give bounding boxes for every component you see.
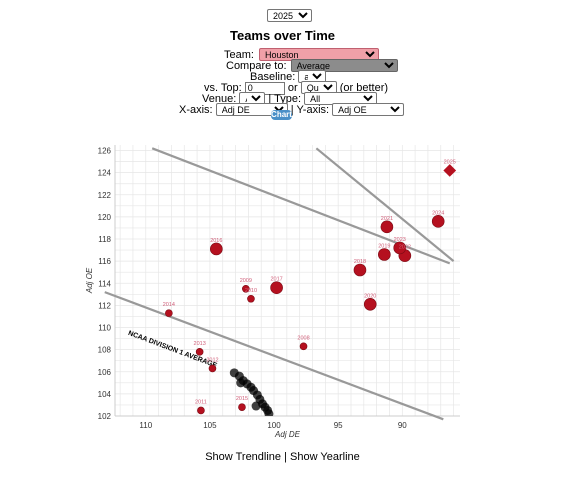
x-tick-label: 90 (398, 421, 407, 430)
plot-marks (165, 164, 457, 416)
team-point (208, 364, 217, 373)
baseline-select[interactable]: all (298, 70, 327, 83)
venue-label: Venue: (202, 93, 237, 105)
y-tick-label: 126 (98, 147, 112, 156)
scatter-chart: 102 104 106 108 110 112 114 116 118 120 122 124 126 1… (85, 145, 460, 439)
team-point (197, 406, 205, 415)
y-tick-label: 114 (98, 279, 111, 288)
vs-top-input[interactable] (244, 81, 285, 95)
y-tick-label: 112 (98, 301, 111, 310)
y-axis-title: Adj OE (85, 267, 94, 294)
y-tick-label: 106 (98, 368, 112, 377)
team-point-label: 2022 (399, 245, 411, 251)
average-point (251, 401, 261, 411)
team-point (380, 220, 394, 234)
compare-label: Compare to: (226, 60, 287, 72)
y-tick-label: 122 (98, 191, 112, 200)
team-point (165, 309, 173, 317)
x-tick-label: 105 (203, 421, 217, 430)
show-yearline-link[interactable]: Show Yearline (290, 451, 360, 463)
x-axis-label: X-axis: (179, 104, 213, 116)
x-tick-label: 110 (139, 421, 152, 430)
x-axis-select[interactable]: Adj DE (215, 103, 288, 116)
team-point-label: 2020 (364, 293, 376, 299)
y-tick-label: 104 (98, 390, 112, 399)
team-point-label: 2013 (194, 341, 206, 347)
y-axis-select[interactable]: Adj OE (332, 103, 405, 116)
y-tick-label: 102 (98, 412, 112, 421)
team-point (363, 297, 377, 311)
team-point (238, 403, 246, 411)
x-tick-label: 95 (334, 421, 343, 430)
baseline-label: Baseline: (250, 71, 296, 83)
compare-select[interactable]: Average (290, 59, 398, 72)
team-point-label: 2025 (444, 159, 456, 165)
y-tick-label: 108 (98, 346, 112, 355)
page-title: Teams over Time (229, 28, 335, 43)
team-point-label: 2021 (381, 216, 393, 222)
team-point (431, 215, 445, 228)
chart-links: Show Trendline | Show Yearline (0, 451, 565, 463)
team-point-diamond (443, 164, 457, 177)
team-point (210, 242, 223, 256)
team-point-label: 2018 (354, 259, 366, 265)
chart-button[interactable]: Chart (271, 110, 292, 120)
team-point-label: 2009 (240, 278, 252, 284)
team-point-label: 2024 (432, 210, 444, 216)
team-point-label: 2011 (195, 399, 207, 405)
venue-select[interactable]: All (239, 92, 266, 105)
team-point (242, 284, 250, 293)
team-point-label: 2010 (245, 288, 257, 294)
or-better-label: (or better) (339, 82, 389, 94)
average-point (264, 409, 274, 416)
diagonal-guide-line (104, 291, 444, 421)
y-tick-label: 120 (98, 213, 112, 222)
type-label: | Type: (268, 93, 302, 105)
team-point (353, 263, 367, 277)
team-point-label: 2014 (163, 302, 175, 308)
team-point-label: 2012 (206, 357, 218, 363)
team-point (393, 241, 407, 255)
team-point-label: 2016 (210, 238, 222, 244)
team-point-label: 2023 (394, 237, 406, 243)
show-trendline-link[interactable]: Show Trendline (205, 451, 282, 463)
team-point-label: 2015 (236, 396, 248, 402)
year-select[interactable]: 2025 (267, 9, 312, 22)
team-point (247, 294, 255, 303)
team-point-label: 2017 (270, 277, 282, 283)
team-point-label: 2008 (297, 335, 309, 341)
team-point (270, 281, 283, 294)
y-axis-label: | Y-axis: (290, 104, 330, 116)
average-point (236, 378, 246, 388)
x-tick-label: 100 (267, 421, 281, 430)
or-label: or (287, 82, 298, 94)
team-point-label: 2019 (378, 244, 390, 250)
link-separator: | (284, 451, 287, 463)
y-tick-label: 118 (98, 235, 111, 244)
y-tick-label: 110 (98, 324, 111, 333)
x-axis-title: Adj DE (274, 430, 301, 439)
y-tick-label: 124 (98, 169, 112, 178)
y-tick-label: 116 (98, 257, 111, 266)
team-point (299, 342, 308, 351)
team-point (195, 348, 204, 356)
team-point (378, 248, 391, 261)
vs-top-label: vs. Top: (204, 82, 242, 94)
team-label: Team: (224, 49, 254, 61)
diagonal-guide-line (315, 147, 455, 262)
